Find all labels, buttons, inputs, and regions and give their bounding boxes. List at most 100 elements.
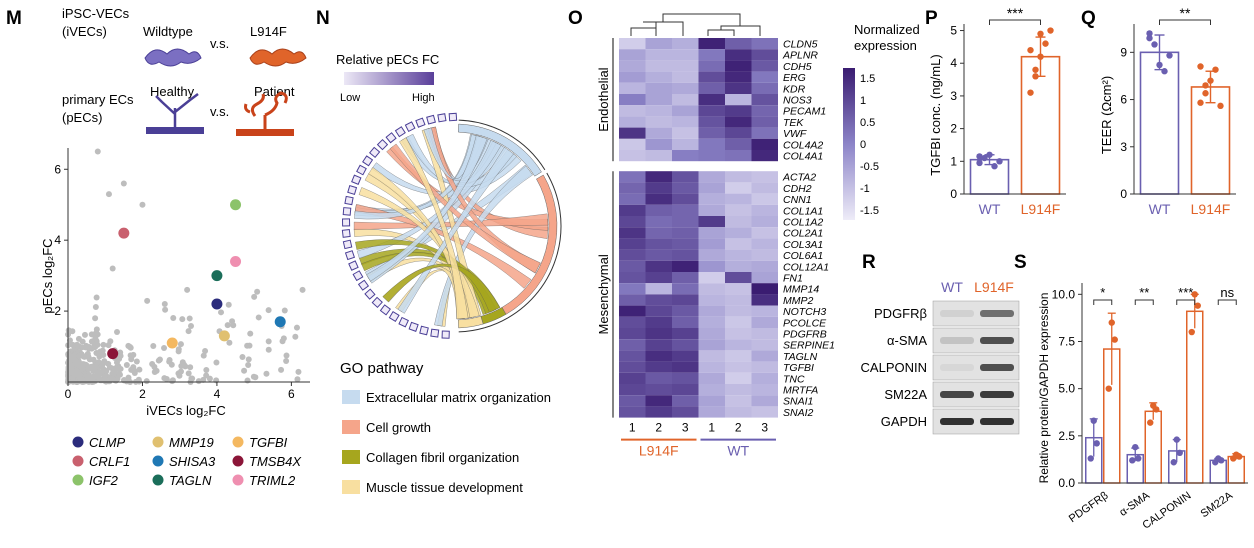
heatmap-cell	[672, 384, 699, 396]
gene-legend-label: TGFBI	[249, 435, 288, 450]
significance-bracket	[989, 19, 1041, 25]
heatmap-column-label: 1	[708, 421, 715, 435]
heatmap-cell	[645, 171, 672, 183]
background-gene-point	[292, 333, 299, 340]
chord-pathway-sector	[458, 316, 484, 329]
chord-gene-box	[371, 296, 383, 309]
chord-gene-box	[441, 330, 450, 339]
chord-ribbon	[356, 140, 502, 259]
chord-gene-box	[341, 228, 351, 238]
heatmap-cell	[645, 406, 672, 418]
heatmap-gene-label: SERPINE1	[783, 340, 835, 352]
background-gene-point	[101, 376, 108, 383]
heatmap-cell	[619, 260, 646, 272]
background-gene-point	[94, 148, 101, 155]
data-point	[1161, 68, 1168, 75]
heatmap-cell	[725, 260, 752, 272]
panel-q: Q WT L914F 0 3 6 9 ** TEER (Ωcm²)	[1081, 5, 1236, 217]
data-point	[1202, 90, 1209, 97]
go-legend-swatch	[342, 420, 360, 434]
blot-band-label: PDGFRβ	[874, 306, 927, 321]
heatmap-column-label: 1	[629, 421, 636, 435]
heatmap-color-scale-bar	[843, 68, 855, 220]
heatmap-cell	[698, 361, 725, 373]
panel-o: O CLDN5APLNRCDH5ERGKDRNOS3PECAM1TEKVWFCO…	[568, 8, 920, 459]
background-gene-point	[203, 372, 210, 379]
background-gene-point	[113, 359, 120, 366]
go-legend-swatch	[342, 450, 360, 464]
background-gene-point	[177, 341, 184, 348]
gene-legend-swatch	[152, 474, 164, 486]
x-tick-label: 2	[139, 387, 146, 401]
heatmap-cell	[698, 193, 725, 205]
data-point	[1027, 46, 1034, 54]
heatmap-column-label: 3	[682, 421, 689, 435]
wildtype-label: Wildtype	[143, 24, 193, 39]
background-gene-point	[184, 286, 191, 293]
heatmap-cell	[672, 249, 699, 261]
heatmap-cell	[619, 127, 646, 139]
chord-gene-box	[398, 316, 409, 328]
heatmap-gene-label: ERG	[783, 72, 806, 84]
blot-lane-label-l914f: L914F	[974, 279, 1014, 295]
heatmap-cell	[645, 316, 672, 328]
heatmap-cell	[751, 406, 778, 418]
heatmap-gene-label: NOTCH3	[783, 306, 826, 318]
go-pathway-legend: Extracellular matrix organization Cell gr…	[342, 390, 551, 495]
wildtype-cells-icon	[144, 48, 202, 67]
chord-gene-box	[364, 288, 376, 300]
chord-sector-outline	[458, 327, 485, 333]
heatmap-legend-tick: 1	[860, 95, 866, 107]
heatmap-cell	[751, 49, 778, 61]
heatmap-group-label-l914f: L914F	[639, 443, 679, 459]
heatmap-cell	[698, 38, 725, 50]
heatmap-gene-label: CLDN5	[783, 39, 818, 51]
y-tick-label: 0	[950, 187, 957, 201]
heatmap-gene-label: SNAI2	[783, 407, 814, 419]
heatmap-cell	[645, 372, 672, 384]
heatmap-cell	[645, 82, 672, 94]
data-point	[1166, 52, 1173, 59]
gene-legend-label: TMSB4X	[249, 454, 302, 469]
chord-gene-box	[342, 239, 353, 250]
heatmap-gene-label: CDH2	[783, 183, 812, 195]
bar	[1020, 55, 1061, 195]
category-label: PDGFRβ	[1067, 490, 1111, 526]
background-gene-point	[283, 352, 290, 359]
x-tick-label: 6	[288, 387, 295, 401]
y-tick-label: 3	[950, 89, 957, 103]
blot-band	[940, 364, 974, 371]
heatmap-cell	[672, 193, 699, 205]
significance-bracket	[1093, 299, 1113, 305]
heatmap-cell	[698, 71, 725, 83]
background-gene-point	[71, 371, 78, 378]
background-gene-point	[93, 364, 100, 371]
heatmap-cell	[672, 182, 699, 194]
background-gene-point	[244, 377, 251, 384]
blot-band	[980, 310, 1014, 317]
go-legend-swatch	[342, 480, 360, 494]
chord-sector-outline	[507, 172, 562, 319]
panel-letter-q: Q	[1081, 8, 1096, 29]
blot-band-label: CALPONIN	[861, 360, 927, 375]
heatmap-cell	[698, 294, 725, 306]
bar-chart-q: WT L914F 0 3 6 9 **	[1120, 5, 1236, 217]
highlight-gene-point	[118, 227, 130, 239]
row-group-label: Endothelial	[596, 67, 611, 131]
heatmap-cell	[725, 372, 752, 384]
heatmap-cell	[619, 350, 646, 362]
heatmap-gene-label: COL1A1	[783, 205, 823, 217]
heatmap-cell	[672, 82, 699, 94]
background-gene-point	[109, 265, 116, 272]
background-gene-point	[97, 376, 104, 383]
heatmap-cell	[725, 204, 752, 216]
heatmap-cell	[619, 204, 646, 216]
chord-ribbon	[397, 146, 514, 314]
data-point	[1146, 34, 1153, 42]
data-point	[1153, 406, 1160, 413]
chord-gene-box	[437, 113, 447, 123]
heatmap-cell	[619, 182, 646, 194]
heatmap-cell	[751, 260, 778, 272]
heatmap-cell	[672, 94, 699, 106]
background-gene-point	[213, 377, 220, 384]
